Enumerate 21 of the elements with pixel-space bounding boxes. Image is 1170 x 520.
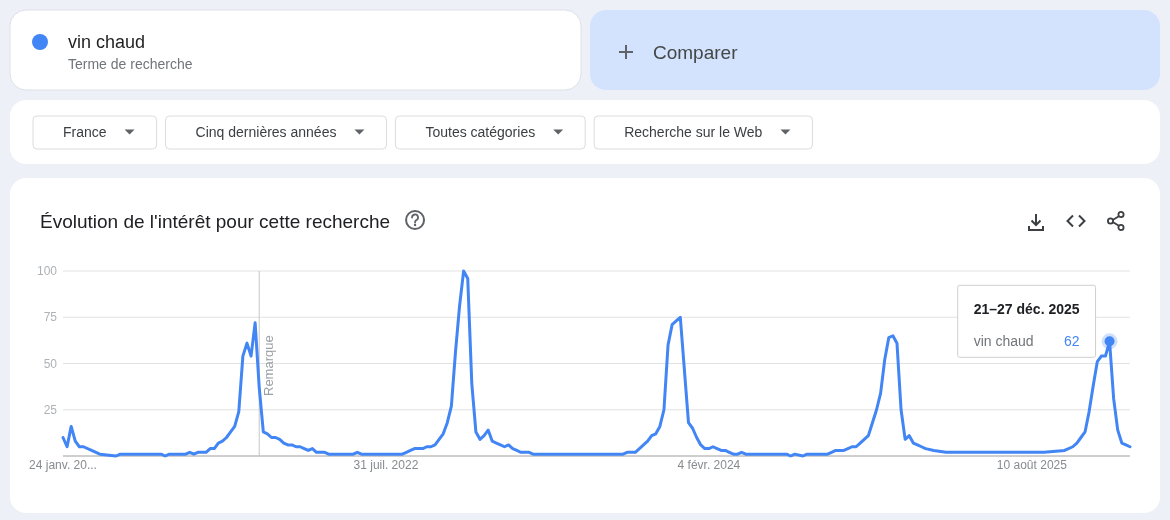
text: vin chaud	[973, 333, 1034, 350]
x-tick-label: 4 févr. 2024	[677, 458, 741, 472]
y-tick-label: 50	[43, 356, 58, 371]
data-label: 62	[1063, 333, 1080, 350]
x-tick-label: 10 août 2025	[996, 458, 1068, 472]
text: Terme de recherche	[68, 56, 193, 72]
text: France	[63, 124, 107, 140]
x-tick-label: 31 juil. 2022	[353, 458, 419, 472]
chart-title: Évolution de l'intérêt pour cette recherche	[40, 211, 391, 232]
text: Cinq dernières années	[195, 124, 337, 140]
x-tick-label: 24 janv. 20...	[29, 458, 97, 472]
y-tick-label: 75	[43, 310, 58, 325]
text: Comparer	[653, 42, 739, 63]
legend-label: vin chaud	[68, 32, 146, 52]
line-series	[61, 269, 1132, 458]
text: Recherche sur le Web	[624, 124, 763, 140]
ref-line-label: Remarque	[261, 335, 277, 396]
y-tick-label: 100	[36, 264, 58, 279]
annotation: 21–27 déc. 2025	[973, 301, 1080, 318]
text: Toutes catégories	[425, 124, 536, 140]
y-tick-label: 25	[43, 402, 58, 417]
